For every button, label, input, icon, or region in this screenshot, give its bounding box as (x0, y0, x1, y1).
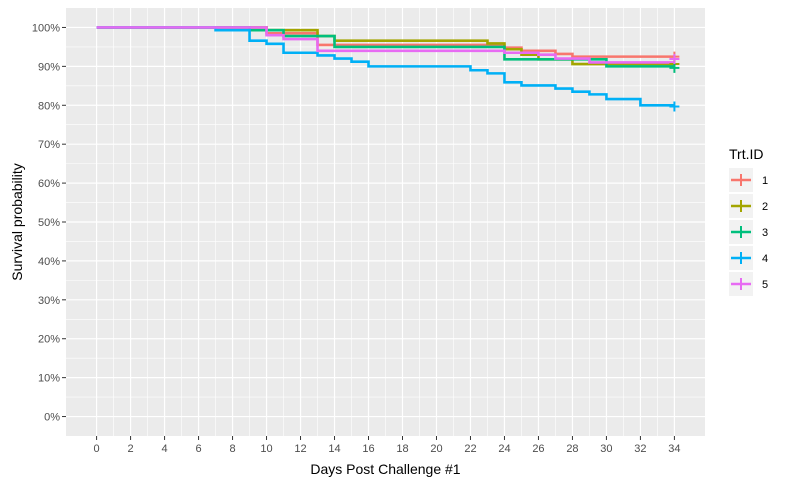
x-tick-label: 0 (94, 443, 100, 455)
y-tick-label: 40% (38, 256, 60, 268)
legend-title: Trt.ID (729, 146, 763, 162)
y-tick-label: 50% (38, 217, 60, 229)
y-tick-label: 0% (44, 412, 60, 424)
censor-mark-4 (669, 101, 680, 112)
x-tick-label: 24 (498, 443, 510, 455)
series-line-5 (96, 26, 675, 64)
x-tick-label: 30 (600, 443, 612, 455)
y-tick-label: 10% (38, 373, 60, 385)
y-axis-title: Survival probability (9, 163, 25, 281)
x-tick-label: 12 (294, 443, 306, 455)
legend-label: 5 (762, 279, 768, 291)
y-tick-label: 20% (38, 334, 60, 346)
legend-item-2: 2 (729, 194, 768, 218)
x-axis-title: Days Post Challenge #1 (310, 461, 460, 477)
censor-marks (669, 51, 680, 112)
censor-mark-3 (669, 62, 680, 73)
x-tick-label: 34 (668, 443, 680, 455)
y-axis: 0% 10% 20% 30% 40% 50% 60% 70% 80% 90% 100% (32, 22, 66, 424)
legend-label: 3 (762, 227, 768, 239)
x-tick-label: 32 (634, 443, 646, 455)
legend-items: 1 2 3 4 5 (729, 168, 768, 296)
x-tick-label: 10 (260, 443, 272, 455)
x-tick-label: 14 (328, 443, 340, 455)
y-tick-label: 70% (38, 139, 60, 151)
x-tick-label: 6 (195, 443, 201, 455)
legend-label: 1 (762, 175, 768, 187)
x-tick-label: 20 (430, 443, 442, 455)
legend-label: 2 (762, 201, 768, 213)
legend-item-5: 5 (729, 272, 768, 296)
y-tick-label: 90% (38, 61, 60, 73)
x-tick-label: 28 (566, 443, 578, 455)
x-tick-label: 22 (464, 443, 476, 455)
y-tick-label: 60% (38, 178, 60, 190)
y-tick-label: 30% (38, 295, 60, 307)
y-tick-label: 100% (32, 22, 60, 34)
legend-item-1: 1 (729, 168, 768, 192)
series-layer (96, 26, 675, 107)
censor-mark-5 (669, 53, 680, 64)
legend-item-3: 3 (729, 220, 768, 244)
series-line-4 (96, 26, 675, 107)
y-tick-label: 80% (38, 100, 60, 112)
legend-label: 4 (762, 253, 768, 265)
x-axis: 0 2 4 6 8 10 12 14 16 18 20 22 24 26 28 30 32 34 (94, 436, 681, 455)
x-tick-label: 2 (128, 443, 134, 455)
legend: Trt.ID 1 2 3 4 5 (729, 146, 768, 296)
x-tick-label: 26 (532, 443, 544, 455)
x-tick-label: 8 (229, 443, 235, 455)
x-tick-label: 4 (162, 443, 168, 455)
x-tick-label: 16 (362, 443, 374, 455)
x-tick-label: 18 (396, 443, 408, 455)
legend-item-4: 4 (729, 246, 768, 270)
